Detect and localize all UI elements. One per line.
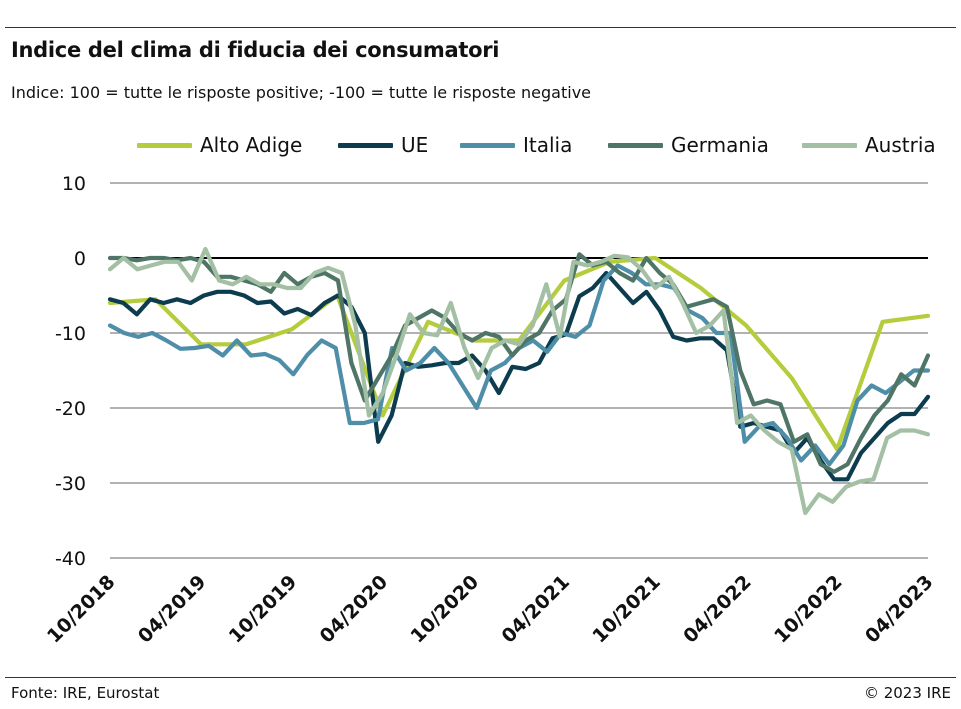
y-tick-label: -10 — [55, 323, 86, 345]
copyright-note: © 2023 IRE — [863, 684, 951, 702]
x-tick-label: 04/2020 — [316, 571, 393, 648]
x-tick-label: 10/2022 — [770, 571, 847, 648]
x-tick-label: 10/2018 — [43, 571, 120, 648]
y-tick-label: -40 — [55, 548, 86, 570]
series-line-germania — [107, 252, 931, 474]
legend-label-italia: Italia — [523, 133, 573, 157]
y-tick-label: -20 — [55, 398, 86, 420]
legend-item-italia: Italia — [460, 130, 572, 160]
x-tick-label: 10/2021 — [588, 571, 665, 648]
legend-label-austria: Austria — [865, 133, 936, 157]
y-tick-label: 10 — [62, 173, 86, 195]
chart-subtitle: Indice: 100 = tutte le risposte positive… — [11, 83, 592, 102]
source-note: Fonte: IRE, Eurostat — [11, 684, 160, 702]
bottom-rule — [5, 677, 956, 678]
x-tick-label: 10/2019 — [225, 571, 302, 648]
series-line-austria — [107, 246, 931, 516]
legend-label-alto-adige: Alto Adige — [200, 133, 303, 157]
x-tick-label: 04/2019 — [134, 571, 211, 648]
legend-swatch-italia — [460, 142, 515, 148]
legend-item-austria: Austria — [802, 130, 936, 160]
chart-title: Indice del clima di fiducia dei consumat… — [11, 38, 500, 62]
legend-label-germania: Germania — [671, 133, 769, 157]
x-tick-label: 10/2020 — [407, 571, 484, 648]
legend-item-germania: Germania — [608, 130, 769, 160]
legend-swatch-ue — [338, 142, 393, 148]
x-tick-label: 04/2023 — [861, 571, 938, 648]
y-tick-label: -30 — [55, 473, 86, 495]
legend: Alto Adige UE Italia Germania Austria — [0, 130, 961, 160]
y-tick-label: 0 — [74, 248, 86, 270]
x-tick-label: 04/2022 — [679, 571, 756, 648]
legend-item-ue: UE — [338, 130, 428, 160]
legend-swatch-austria — [802, 142, 857, 148]
legend-label-ue: UE — [401, 133, 429, 157]
series-line-ue — [107, 270, 931, 482]
top-rule — [5, 27, 956, 28]
series-line-alto-adige — [107, 255, 931, 452]
x-tick-label: 04/2021 — [497, 571, 574, 648]
legend-item-alto-adige: Alto Adige — [137, 130, 302, 160]
legend-swatch-germania — [608, 142, 663, 148]
legend-swatch-alto-adige — [137, 142, 192, 148]
